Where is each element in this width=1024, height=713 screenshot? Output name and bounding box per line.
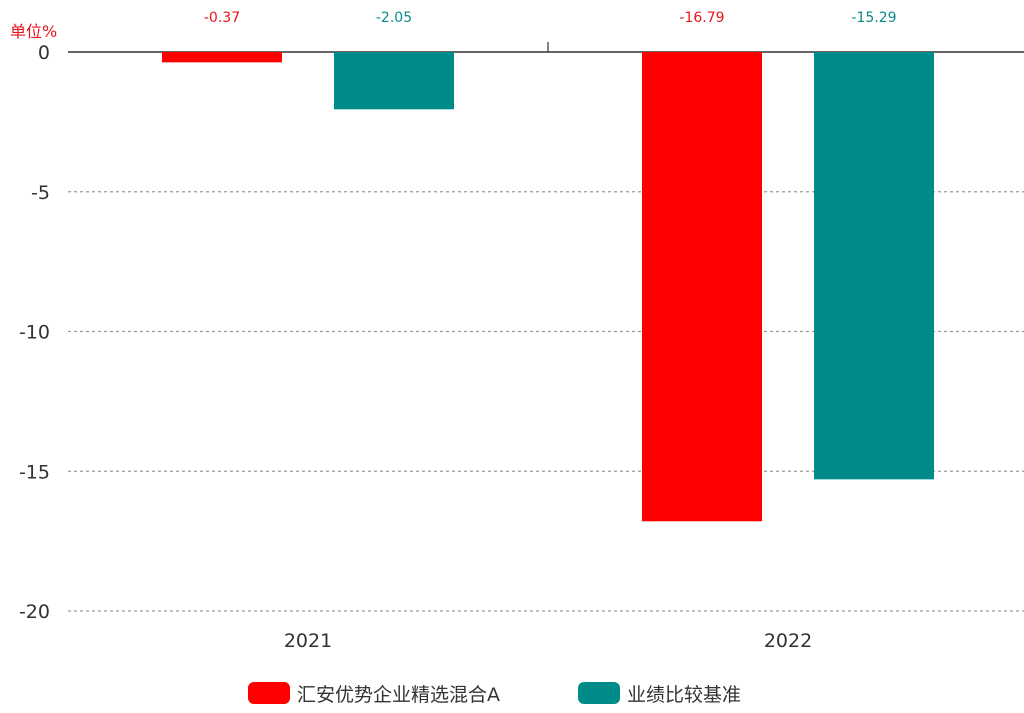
category-label: 2022 bbox=[764, 630, 812, 652]
bar bbox=[642, 52, 762, 522]
y-tick-label: -10 bbox=[19, 322, 50, 344]
bars bbox=[162, 52, 934, 522]
y-tick-label: -5 bbox=[31, 182, 50, 204]
data-label: -0.37 bbox=[204, 10, 240, 26]
data-labels: -0.37 -2.05 -16.79 -15.29 bbox=[204, 10, 897, 26]
legend-label: 汇安优势企业精选混合A bbox=[297, 684, 500, 706]
bar bbox=[334, 52, 454, 110]
y-tick-label: -20 bbox=[19, 601, 50, 623]
y-axis-ticks: 0 -5 -10 -15 -20 bbox=[19, 42, 50, 623]
unit-label: 单位% bbox=[10, 22, 57, 41]
y-tick-label: -15 bbox=[19, 461, 50, 483]
bar bbox=[814, 52, 934, 480]
legend-swatch bbox=[248, 682, 290, 704]
data-label: -2.05 bbox=[376, 10, 412, 26]
y-tick-label: 0 bbox=[38, 42, 50, 64]
legend-label: 业绩比较基准 bbox=[627, 684, 741, 706]
category-labels: 2021 2022 bbox=[284, 630, 812, 652]
bar bbox=[162, 52, 282, 63]
legend: 汇安优势企业精选混合A 业绩比较基准 bbox=[248, 682, 741, 706]
data-label: -16.79 bbox=[679, 10, 724, 26]
legend-swatch bbox=[578, 682, 620, 704]
data-label: -15.29 bbox=[851, 10, 896, 26]
category-label: 2021 bbox=[284, 630, 332, 652]
